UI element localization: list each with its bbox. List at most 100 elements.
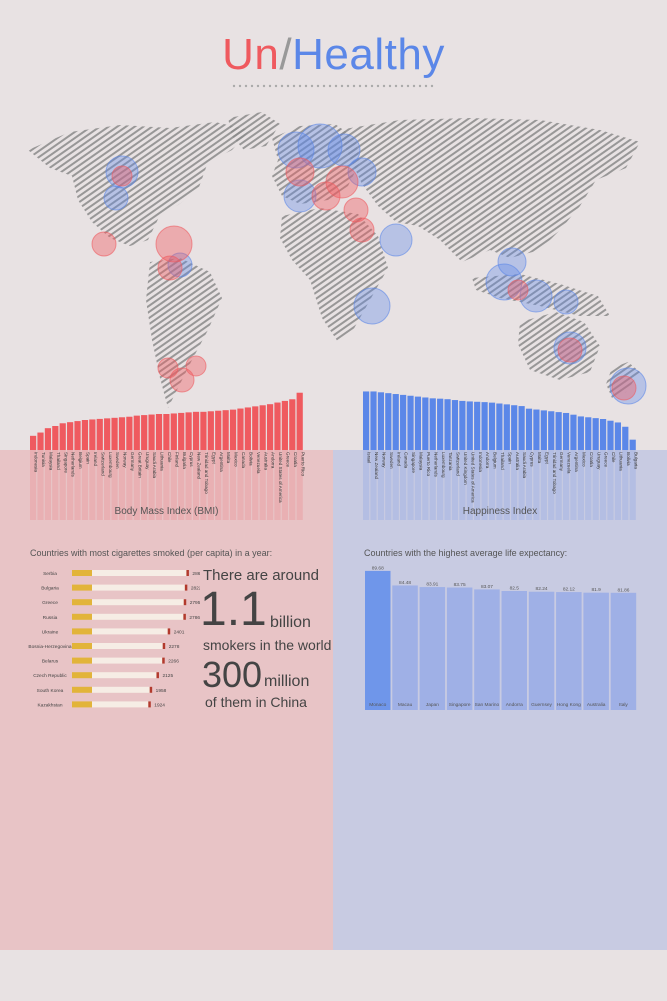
tick-label: United States of America — [470, 452, 475, 503]
bmi-bubble — [325, 165, 359, 199]
life-bar — [365, 570, 391, 710]
title-separator: / — [279, 30, 293, 79]
tick-label: Chile — [611, 452, 616, 463]
smoking-chart: Serbia 2861 Bulgaria 2822 Greece 2795 Russia 27… — [28, 570, 200, 708]
happiness-bubble — [353, 287, 391, 325]
tick-label: Croatia — [293, 452, 298, 467]
title-healthy: Healthy — [292, 30, 445, 79]
cigarette-body — [92, 657, 165, 664]
bar-label-band — [74, 450, 81, 520]
bar-label-band — [562, 450, 570, 520]
bmi-bubble — [111, 165, 133, 187]
title-dot — [340, 84, 344, 88]
bar-label-band — [363, 450, 370, 520]
country-label: Kazakhstan — [37, 702, 62, 708]
title-dot — [388, 84, 392, 88]
tick-label: Sweden — [115, 452, 120, 469]
bar-label-band — [451, 450, 459, 520]
bar — [141, 415, 148, 450]
tick-label: Trinidad and Tobago — [552, 452, 557, 494]
tick-label: Bolivia — [248, 452, 253, 466]
bar-label-band — [59, 450, 66, 520]
continent-greenland — [228, 112, 280, 150]
bar — [503, 404, 510, 450]
cigarette-ember — [156, 672, 159, 679]
country-label: Monaco — [369, 702, 386, 708]
bmi-bubble — [157, 255, 183, 281]
bar — [81, 420, 89, 450]
bar-label-band — [207, 450, 214, 520]
happiness-bubble — [553, 289, 579, 315]
title-dot — [280, 84, 284, 88]
bar — [30, 435, 37, 450]
bar — [44, 428, 52, 450]
cigarette-body — [92, 686, 152, 693]
tick-label: Bulgaria — [182, 452, 187, 469]
life-bar — [583, 592, 609, 710]
bar — [178, 412, 185, 450]
bar-label-band — [200, 450, 207, 520]
bar-label-band — [163, 450, 170, 520]
bar-label-band — [37, 450, 44, 520]
country-label: Australia — [587, 702, 606, 708]
continent-indonesia — [472, 274, 610, 316]
continent-south-america — [146, 258, 222, 408]
bar — [74, 421, 81, 450]
bar-label-band — [377, 450, 385, 520]
bar-label-band — [577, 450, 584, 520]
happiness-bubble — [297, 123, 343, 169]
bar-label-band — [266, 450, 274, 520]
bmi-bubble — [507, 279, 529, 301]
tick-label: Venezuela — [256, 452, 261, 474]
bar-label-band — [511, 450, 518, 520]
smokers-big-number: 1.1 — [200, 583, 267, 636]
bar-label-band — [259, 450, 266, 520]
tick-label: Argentina — [574, 452, 579, 472]
bar — [192, 411, 200, 450]
bmi-axis-title: Body Mass Index (BMI) — [114, 506, 219, 517]
cigarette-ember — [148, 701, 151, 708]
bar-label-band — [555, 450, 562, 520]
country-label: Belarus — [42, 659, 59, 665]
bar-label-band — [133, 450, 140, 520]
title-dot — [382, 84, 386, 88]
happiness-axis-title: Happiness Index — [462, 506, 538, 517]
cigarette-ember — [186, 570, 189, 576]
title-dot — [418, 84, 422, 88]
bar — [466, 401, 473, 450]
title-dot — [376, 84, 380, 88]
bar-label-band — [185, 450, 192, 520]
bar-label-band — [525, 450, 533, 520]
bar — [104, 418, 111, 450]
happiness-bubble — [497, 247, 527, 277]
bar — [474, 401, 481, 450]
title-dot — [406, 84, 410, 88]
smokers-line3: of them in China — [205, 694, 307, 710]
title-dot — [400, 84, 404, 88]
tick-label: Tanzania — [448, 452, 453, 471]
tick-label: Luxembourg — [108, 452, 113, 478]
value-label: 81.9 — [591, 587, 601, 593]
title-dot — [238, 84, 242, 88]
life-bar — [446, 587, 473, 710]
bar-label-band — [222, 450, 229, 520]
tick-label: Belgium — [493, 452, 498, 469]
bar-label-band — [104, 450, 111, 520]
bar-label-band — [422, 450, 429, 520]
bar — [237, 408, 244, 450]
life-bar — [556, 592, 582, 710]
happiness-bubble — [347, 157, 377, 187]
tick-label: Puerto Rico — [300, 452, 305, 476]
tick-label: Trinidad and Tobago — [204, 452, 209, 494]
tick-label: Canada — [241, 452, 246, 469]
country-label: Bulgaria — [41, 586, 59, 592]
smokers-unit2: million — [264, 673, 310, 690]
bar-label-band — [237, 450, 244, 520]
bar — [229, 409, 237, 450]
bar — [155, 414, 163, 450]
tick-label: Uruguay — [145, 452, 150, 470]
bar-label-band — [444, 450, 451, 520]
bar — [407, 395, 414, 450]
continent-new-zealand — [606, 362, 640, 398]
tick-label: Venezuela — [567, 452, 572, 474]
